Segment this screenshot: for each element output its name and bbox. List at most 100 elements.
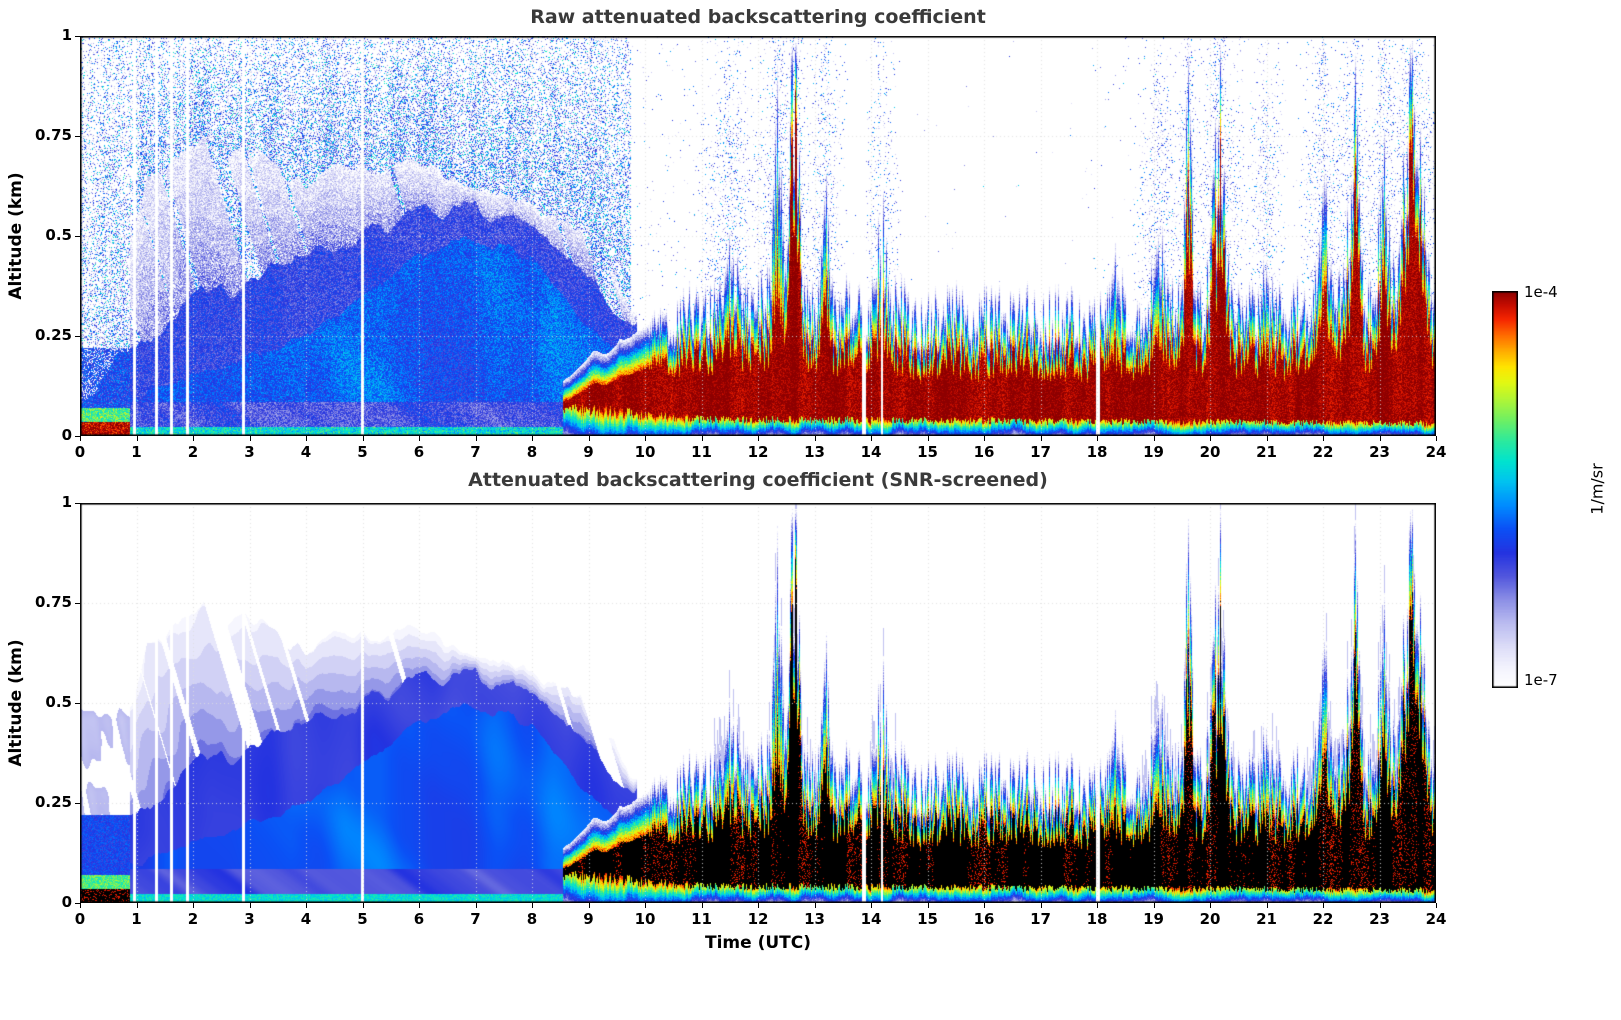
x-tick-label: 5 xyxy=(357,443,368,461)
y-tick-label: 1 xyxy=(61,26,72,44)
x-tick-mark xyxy=(532,903,533,908)
x-tick-label: 1 xyxy=(131,443,142,461)
y-tick-mark xyxy=(75,436,80,437)
x-tick-mark xyxy=(814,436,816,441)
colorbar-unit-label: 1/m/sr xyxy=(1587,463,1607,515)
x-tick-label: 16 xyxy=(973,910,995,928)
y-tick-mark xyxy=(75,903,80,904)
x-tick-label: 22 xyxy=(1312,443,1334,461)
x-tick-mark xyxy=(1153,436,1155,441)
x-tick-mark xyxy=(249,436,251,441)
x-tick-label: 20 xyxy=(1199,910,1221,928)
y-tick-label: 0.25 xyxy=(34,793,72,811)
x-tick-mark xyxy=(1097,903,1098,908)
y-tick-label: 0 xyxy=(61,426,72,444)
x-tick-label: 11 xyxy=(691,910,712,928)
x-tick-mark xyxy=(362,436,364,441)
y-tick-label: 1 xyxy=(61,493,72,511)
x-axis-label: Time (UTC) xyxy=(704,933,811,953)
x-tick-label: 23 xyxy=(1369,443,1390,461)
x-tick-mark xyxy=(136,903,138,908)
x-tick-label: 11 xyxy=(691,443,712,461)
colorbar xyxy=(1492,291,1518,688)
x-tick-mark xyxy=(984,436,985,441)
x-tick-label: 17 xyxy=(1030,443,1051,461)
x-tick-mark xyxy=(80,436,81,441)
x-tick-label: 7 xyxy=(470,443,481,461)
x-tick-label: 1 xyxy=(131,910,142,928)
x-tick-label: 22 xyxy=(1312,910,1334,928)
x-tick-mark xyxy=(927,436,929,441)
x-tick-mark xyxy=(645,436,646,441)
y-tick-mark xyxy=(75,503,80,504)
x-tick-mark xyxy=(758,436,759,441)
x-tick-label: 19 xyxy=(1143,910,1164,928)
x-tick-mark xyxy=(1379,436,1381,441)
x-tick-mark xyxy=(419,903,420,908)
y-tick-mark xyxy=(75,336,80,337)
x-tick-label: 15 xyxy=(917,910,938,928)
x-tick-mark xyxy=(1040,903,1042,908)
x-tick-mark xyxy=(193,436,194,441)
x-tick-label: 21 xyxy=(1256,443,1277,461)
x-tick-label: 8 xyxy=(526,443,538,461)
y-axis-label-raw: Altitude (km) xyxy=(6,172,26,300)
x-tick-mark xyxy=(588,436,590,441)
x-tick-label: 24 xyxy=(1425,910,1447,928)
x-tick-label: 7 xyxy=(470,910,481,928)
x-tick-mark xyxy=(871,436,872,441)
x-tick-label: 3 xyxy=(244,910,255,928)
x-tick-mark xyxy=(306,436,307,441)
x-tick-mark xyxy=(1436,436,1437,441)
x-tick-mark xyxy=(419,436,420,441)
y-tick-mark xyxy=(75,236,80,237)
x-tick-label: 13 xyxy=(804,910,825,928)
x-tick-label: 13 xyxy=(804,443,825,461)
x-tick-mark xyxy=(1097,436,1098,441)
x-tick-mark xyxy=(701,436,703,441)
x-tick-label: 4 xyxy=(300,910,312,928)
x-tick-mark xyxy=(1210,903,1211,908)
y-tick-label: 0.5 xyxy=(45,226,72,244)
x-tick-mark xyxy=(532,436,533,441)
x-tick-label: 14 xyxy=(860,910,882,928)
x-tick-label: 5 xyxy=(357,910,368,928)
y-tick-label: 0.5 xyxy=(45,693,72,711)
y-tick-mark xyxy=(75,803,80,804)
x-tick-mark xyxy=(306,903,307,908)
x-tick-label: 14 xyxy=(860,443,882,461)
x-tick-label: 17 xyxy=(1030,910,1051,928)
x-tick-label: 23 xyxy=(1369,910,1390,928)
x-tick-label: 6 xyxy=(413,443,425,461)
x-tick-mark xyxy=(927,903,929,908)
y-tick-mark xyxy=(75,703,80,704)
x-tick-label: 18 xyxy=(1086,910,1108,928)
y-tick-mark xyxy=(75,36,80,37)
x-tick-label: 16 xyxy=(973,443,995,461)
x-tick-label: 9 xyxy=(583,443,594,461)
y-tick-mark xyxy=(75,136,80,137)
x-tick-mark xyxy=(984,903,985,908)
panel-title-raw: Raw attenuated backscattering coefficien… xyxy=(530,6,986,28)
panel-title-screened: Attenuated backscattering coefficient (S… xyxy=(468,469,1048,491)
x-tick-label: 6 xyxy=(413,910,425,928)
x-tick-mark xyxy=(645,903,646,908)
x-tick-label: 0 xyxy=(74,443,86,461)
x-tick-label: 10 xyxy=(634,443,656,461)
x-tick-label: 0 xyxy=(74,910,86,928)
colorbar-min-label: 1e-7 xyxy=(1524,671,1558,689)
x-tick-mark xyxy=(814,903,816,908)
x-tick-mark xyxy=(80,903,81,908)
heatmap-canvas-raw xyxy=(80,36,1436,436)
x-tick-mark xyxy=(362,903,364,908)
x-tick-mark xyxy=(1266,903,1268,908)
y-tick-label: 0 xyxy=(61,893,72,911)
x-tick-mark xyxy=(1323,436,1324,441)
x-tick-label: 8 xyxy=(526,910,538,928)
x-tick-label: 19 xyxy=(1143,443,1164,461)
x-tick-mark xyxy=(588,903,590,908)
x-tick-label: 4 xyxy=(300,443,312,461)
x-tick-label: 15 xyxy=(917,443,938,461)
x-tick-mark xyxy=(1266,436,1268,441)
